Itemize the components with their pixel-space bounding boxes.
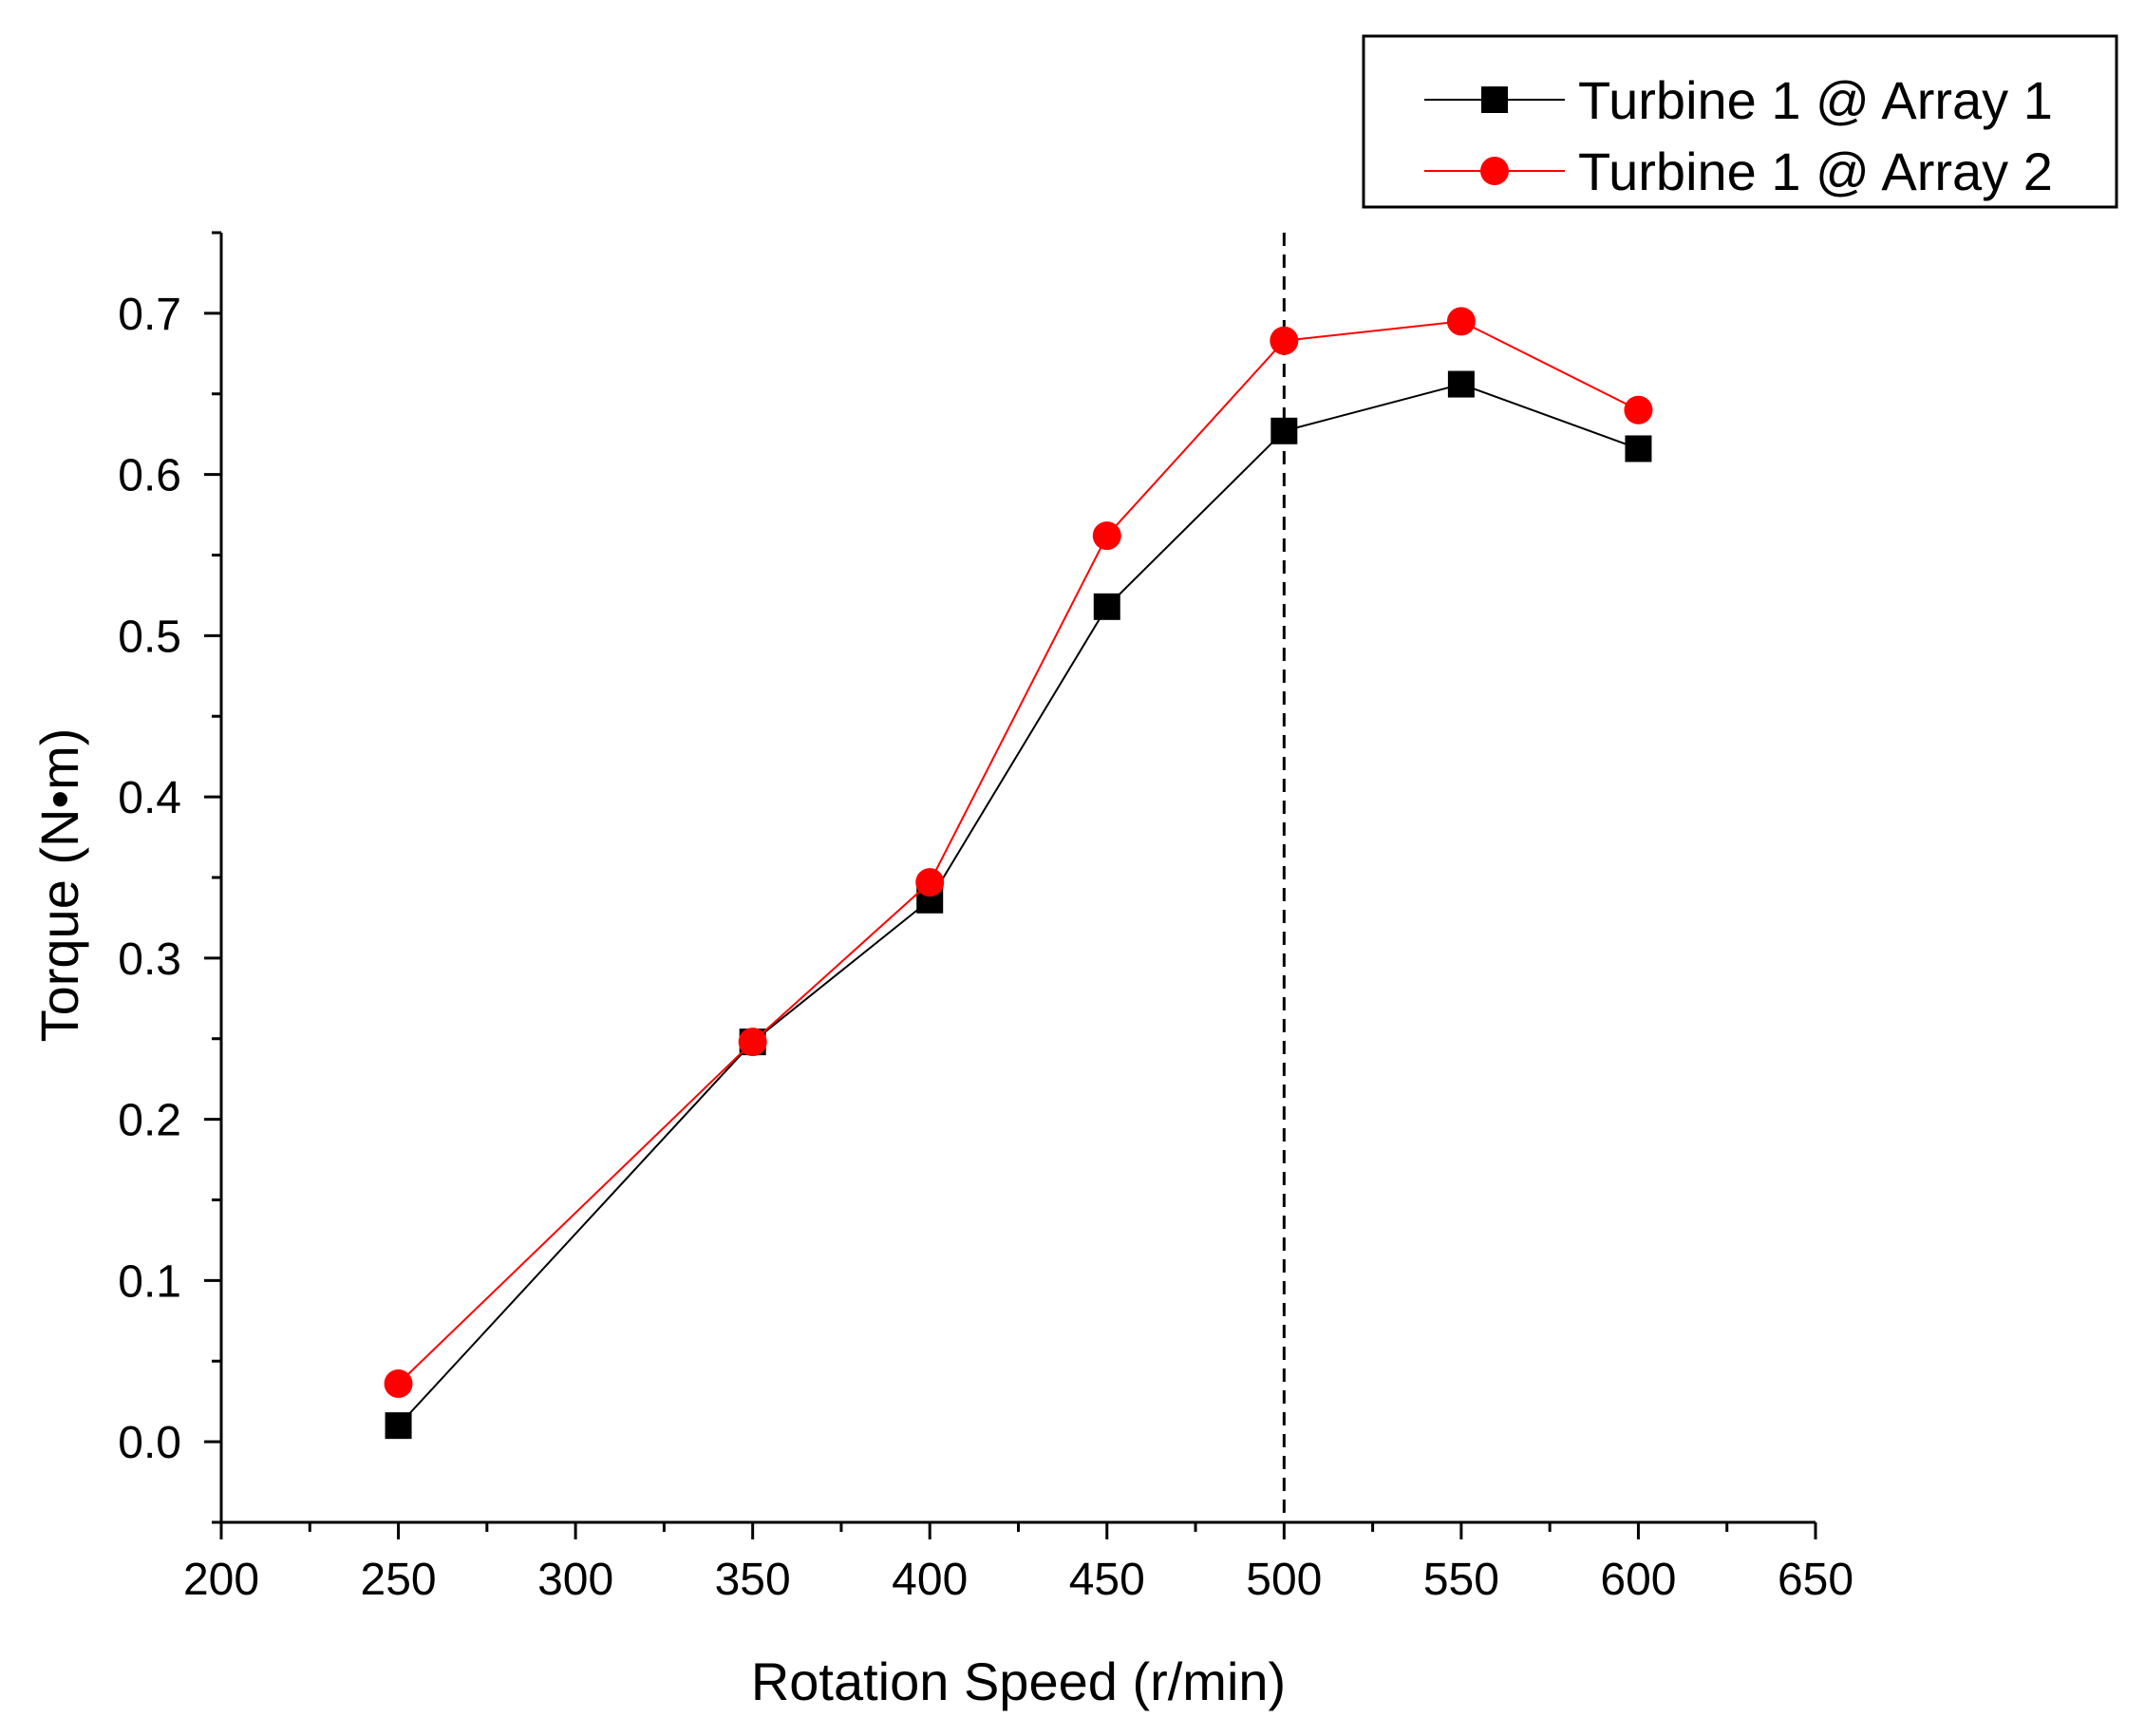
x-tick-label: 200: [183, 1555, 259, 1605]
series-1-point: [385, 1412, 412, 1440]
series-1-point: [1447, 370, 1475, 398]
y-tick-label: 0.2: [118, 1096, 181, 1146]
y-tick-label: 0.4: [118, 773, 181, 823]
series-1-point: [1625, 435, 1652, 462]
series-2-point: [738, 1028, 767, 1057]
y-tick-label: 0.6: [118, 451, 181, 501]
x-tick-label: 450: [1069, 1555, 1145, 1605]
series-1-point: [1270, 417, 1298, 444]
axes: 200 250 300 350 400 450 500 550 600 650 0.0 0.1 0.2 0…: [29, 231, 1853, 1711]
series-group: [384, 307, 1653, 1440]
x-tick-label: 500: [1246, 1555, 1322, 1605]
series-2-point: [384, 1369, 413, 1399]
legend-label-2: Turbine 1 @ Array 2: [1578, 142, 2053, 201]
y-tick-label: 0.1: [118, 1256, 181, 1307]
series-1: [385, 370, 1652, 1440]
x-tick-label: 550: [1423, 1555, 1499, 1605]
legend-marker-1: [1481, 86, 1508, 113]
legend-label-1: Turbine 1 @ Array 1: [1578, 70, 2053, 130]
series-2-point: [1624, 395, 1653, 425]
series-2-point: [1092, 521, 1121, 551]
series-2-point: [1446, 307, 1476, 336]
legend: Turbine 1 @ Array 1 Turbine 1 @ Array 2: [1362, 34, 2118, 209]
x-axis-title: Rotation Speed (r/min): [751, 1651, 1286, 1711]
x-tick-label: 400: [892, 1555, 968, 1605]
y-axis-title: Torque (N•m): [29, 728, 89, 1043]
y-tick-label: 0.3: [118, 934, 181, 985]
x-tick-label: 250: [361, 1555, 437, 1605]
series-1-point: [1093, 593, 1120, 620]
x-tick-label: 600: [1600, 1555, 1676, 1605]
series-2: [384, 307, 1653, 1399]
series-2-point: [1270, 326, 1299, 355]
x-tick-label: 350: [715, 1555, 791, 1605]
x-tick-label: 650: [1778, 1555, 1853, 1605]
y-tick-label: 0.0: [118, 1418, 181, 1468]
y-tick-label: 0.7: [118, 290, 181, 340]
legend-marker-2: [1480, 157, 1509, 185]
series-2-point: [915, 868, 945, 897]
x-tick-label: 300: [537, 1555, 613, 1605]
y-tick-label: 0.5: [118, 612, 181, 662]
series-1-line: [397, 383, 1639, 1426]
